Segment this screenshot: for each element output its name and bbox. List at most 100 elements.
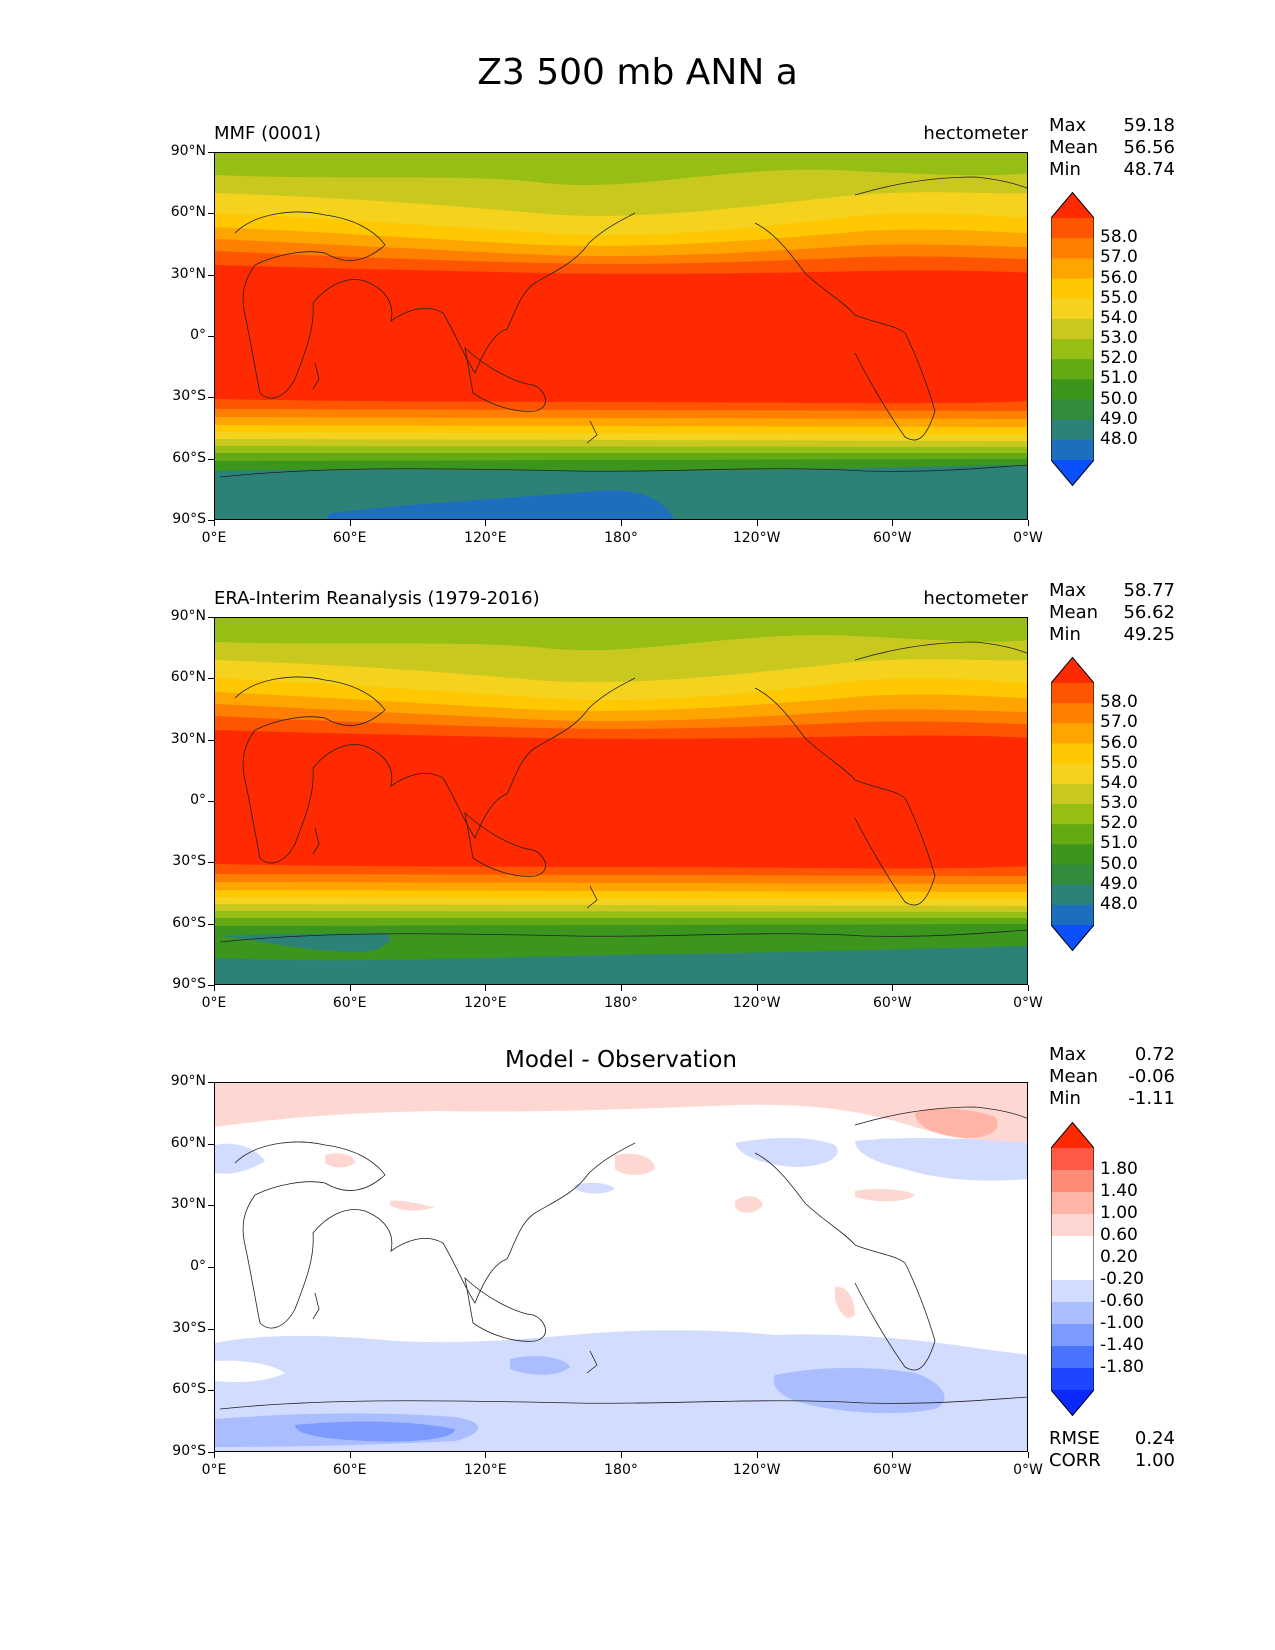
colorbar-label: -1.40 — [1100, 1335, 1144, 1355]
lon-tick — [214, 520, 215, 526]
colorbar-box — [1051, 218, 1094, 239]
lon-tick-label: 120°E — [464, 995, 507, 1011]
colorbar-box — [1051, 238, 1094, 259]
colorbar-label: 57.0 — [1100, 247, 1138, 268]
colorbar-box — [1051, 359, 1094, 380]
colorbar-label: 48.0 — [1100, 428, 1138, 449]
lat-tick — [208, 397, 214, 399]
stat-max: Max 58.77 — [1049, 580, 1175, 601]
stat-mean: Mean -0.06 — [1049, 1066, 1175, 1087]
colorbar-label: 48.0 — [1100, 893, 1138, 914]
lon-tick-label: 60°E — [332, 995, 367, 1011]
lon-tick-label: 60°W — [872, 1462, 912, 1478]
lon-tick-label: 180° — [604, 995, 638, 1011]
colorbar-box — [1051, 439, 1094, 461]
lon-tick — [349, 1452, 351, 1458]
panel-1-map — [214, 152, 1028, 520]
lat-tick-label: 30°N — [170, 265, 206, 282]
lat-tick-label: 90°N — [170, 143, 206, 159]
lat-tick — [208, 801, 214, 802]
colorbar-label: 52.0 — [1100, 348, 1138, 369]
colorbar-box — [1051, 804, 1094, 825]
lon-tick-label: 0°E — [201, 530, 227, 546]
colorbar-label: -1.00 — [1100, 1313, 1144, 1333]
colorbar-label: 50.0 — [1100, 853, 1138, 874]
colorbar-label: 50.0 — [1100, 388, 1138, 409]
colorbar-svg — [1050, 656, 1095, 952]
stat-mean: Mean 56.56 — [1049, 137, 1175, 158]
colorbar-label: 56.0 — [1100, 267, 1138, 288]
colorbar-box — [1051, 298, 1094, 320]
panel-2-title: ERA-Interim Reanalysis (1979-2016) — [214, 588, 540, 609]
lon-tick — [485, 985, 487, 991]
lon-tick — [892, 1452, 894, 1458]
lon-tick — [756, 1452, 758, 1458]
lat-tick-label: 90°S — [172, 511, 206, 527]
lat-tick — [208, 678, 214, 680]
colorbar-box — [1051, 683, 1094, 704]
lat-tick-label: 90°S — [172, 1443, 206, 1459]
colorbar-box — [1051, 743, 1094, 765]
lat-tick — [208, 739, 214, 741]
lat-tick — [208, 152, 214, 153]
lon-tick-label: 120°W — [732, 530, 781, 546]
lat-tick — [208, 213, 214, 215]
colorbar-box — [1051, 318, 1094, 340]
lat-tick — [208, 1082, 214, 1083]
colorbar-label: 53.0 — [1100, 328, 1138, 348]
panel-2-map — [214, 617, 1028, 985]
lat-tick-label: 90°S — [172, 976, 206, 992]
lat-tick-label: 30°S — [172, 388, 206, 405]
lat-tick-label: 60°N — [170, 204, 206, 221]
lat-tick-label: 60°S — [172, 914, 206, 931]
lon-tick — [214, 1452, 215, 1458]
colorbar — [1050, 1121, 1095, 1417]
lat-tick — [208, 1205, 214, 1207]
lon-tick — [892, 985, 894, 991]
lon-tick — [485, 520, 487, 526]
lon-tick — [349, 520, 351, 526]
colorbar-label: -0.60 — [1100, 1291, 1144, 1311]
colorbar-label: -0.20 — [1100, 1269, 1144, 1289]
colorbar-box — [1051, 904, 1094, 926]
colorbar-extend-max — [1051, 192, 1094, 218]
lat-tick — [208, 1452, 214, 1453]
colorbar-box — [1051, 1148, 1094, 1171]
panel-3-stats: Max 0.72 Mean -0.06 Min -1.11 — [1049, 1044, 1175, 1110]
lon-tick — [621, 1452, 622, 1458]
colorbar-box — [1051, 1302, 1094, 1325]
lon-tick-label: 0°W — [1013, 1462, 1043, 1478]
panel-2-stats: Max 58.77 Mean 56.62 Min 49.25 — [1049, 580, 1175, 646]
colorbar-extend-min — [1051, 460, 1094, 486]
lon-tick — [1028, 985, 1029, 991]
colorbar-box — [1051, 278, 1094, 300]
stat-rmse: RMSE 0.24 — [1049, 1428, 1175, 1449]
lat-tick-label: 30°N — [170, 730, 206, 747]
panel-1-units: hectometer — [923, 123, 1028, 144]
panel-1-stats: Max 59.18 Mean 56.56 Min 48.74 — [1049, 115, 1175, 181]
lon-tick-label: 120°W — [732, 995, 781, 1011]
colorbar-box — [1051, 703, 1094, 724]
colorbar — [1050, 656, 1095, 952]
colorbar-box — [1051, 1280, 1094, 1303]
colorbar-label: 57.0 — [1100, 712, 1138, 733]
colorbar-label: 1.40 — [1100, 1181, 1138, 1201]
colorbar-box — [1051, 1192, 1094, 1215]
lat-tick — [208, 336, 214, 337]
lon-tick — [485, 1452, 487, 1458]
lon-tick-label: 0°W — [1013, 995, 1043, 1011]
colorbar-box — [1051, 844, 1094, 865]
colorbar-extend-min — [1051, 925, 1094, 951]
lon-tick-label: 180° — [604, 1462, 638, 1478]
lat-tick-label: 60°S — [172, 449, 206, 466]
lon-tick — [756, 985, 758, 991]
lat-tick — [208, 1328, 214, 1330]
lon-tick-label: 120°E — [464, 1462, 507, 1478]
colorbar-label: 55.0 — [1100, 287, 1138, 308]
colorbar-label: 49.0 — [1100, 408, 1138, 429]
colorbar — [1050, 191, 1095, 487]
lat-tick-label: 90°N — [170, 1073, 206, 1089]
colorbar-box — [1051, 824, 1094, 845]
lon-tick — [621, 985, 622, 991]
panel-3-field-svg — [215, 1083, 1027, 1451]
